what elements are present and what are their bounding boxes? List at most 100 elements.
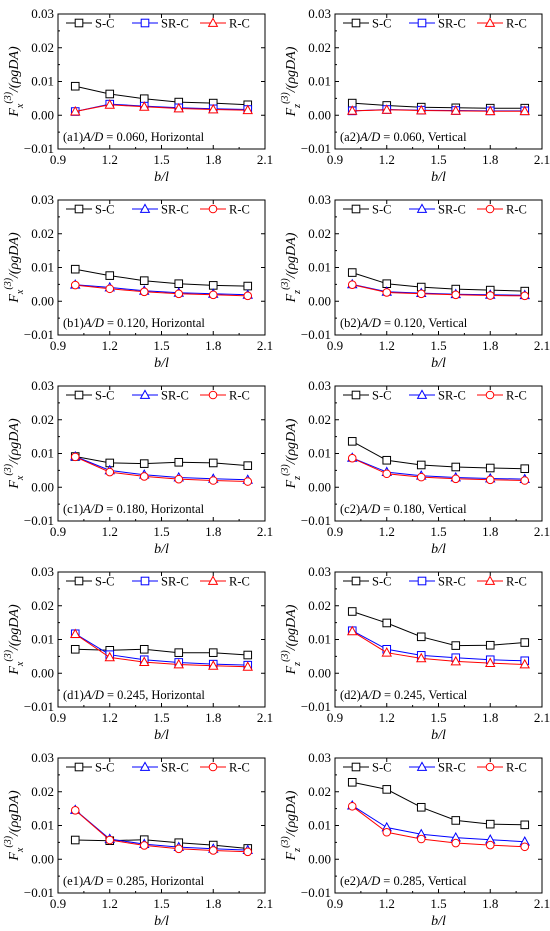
panel-caption: (c1)A/D = 0.180, Horizontal	[63, 502, 205, 516]
legend-marker-S-C	[74, 576, 84, 586]
data-point-R-C	[381, 104, 392, 114]
caption-id: (b1)	[63, 316, 84, 330]
y-axis-label: Fx(3)/(ρgDA)	[3, 232, 26, 304]
x-tick-label: 1.5	[430, 896, 446, 911]
data-point-R-C	[416, 104, 427, 115]
data-point-R-C	[208, 846, 218, 855]
data-point-R-C	[347, 280, 357, 290]
data-point-R-C	[104, 99, 115, 109]
x-axis-label: b/l	[154, 542, 169, 557]
y-label-tail: /(ρgDA)	[7, 232, 22, 279]
legend-label-SR-C: SR-C	[438, 389, 466, 403]
legend-label-R-C: R-C	[229, 17, 250, 31]
y-tick-label: 0.01	[308, 260, 331, 275]
data-point-R-C	[70, 452, 80, 462]
x-tick-label: 1.5	[430, 524, 446, 539]
caption-direction: Horizontal	[151, 130, 205, 144]
caption-direction: Horizontal	[151, 688, 205, 702]
chart-panel-b1: −0.01 0.00 0.01 0.02 0.03 0.9 1.2 1.5 1.8 2.1 b/l F…	[3, 192, 273, 371]
caption-ratio-label: A/D	[82, 502, 103, 516]
plot-frame	[57, 757, 266, 894]
data-point-S-C	[382, 618, 392, 628]
y-axis-label: Fz(3)/(ρgDA)	[280, 790, 303, 861]
y-label-main: F	[7, 294, 22, 304]
x-tick-label: 1.8	[205, 524, 221, 539]
caption-ratio-label: A/D	[360, 316, 381, 330]
y-tick-label: 0.00	[308, 851, 331, 866]
caption-ratio-label: A/D	[82, 874, 103, 888]
x-tick-label: 2.1	[257, 710, 273, 725]
y-label-tail: /(ρgDA)	[284, 232, 299, 279]
legend-marker-SR-C	[416, 761, 428, 771]
x-axis-label: b/l	[431, 542, 446, 557]
data-point-S-C	[70, 835, 80, 845]
caption-ratio-value: = 0.180,	[106, 502, 147, 516]
y-axis-label: Fz(3)/(ρgDA)	[280, 46, 303, 117]
data-point-R-C	[519, 658, 530, 669]
x-tick-label: 1.5	[430, 710, 446, 725]
y-label-component: z	[292, 848, 303, 853]
plot-frame	[57, 385, 266, 522]
y-tick-label: −0.01	[24, 141, 54, 156]
series-line-S-C	[75, 456, 248, 467]
legend-marker-S-C	[74, 204, 84, 214]
data-point-R-C	[70, 105, 81, 116]
y-tick-label: −0.01	[24, 327, 54, 342]
x-tick-label: 2.1	[534, 152, 550, 167]
data-point-R-C	[347, 453, 357, 463]
x-tick-label: 1.8	[482, 710, 498, 725]
data-point-R-C	[208, 103, 219, 114]
caption-ratio-value: = 0.285,	[383, 874, 424, 888]
series-line-SR-C	[352, 457, 525, 480]
y-label-tail: /(ρgDA)	[7, 604, 22, 651]
data-point-R-C	[208, 660, 219, 670]
x-tick-label: 2.1	[257, 896, 273, 911]
y-tick-label: 0.00	[31, 851, 54, 866]
legend-label-S-C: S-C	[372, 575, 391, 589]
series-line-R-C	[352, 109, 525, 112]
plot-frame	[57, 13, 266, 150]
data-point-S-C	[105, 89, 115, 99]
legend-marker-SR-C	[416, 389, 428, 399]
legend-marker-SR-C	[140, 576, 150, 586]
data-point-S-C	[347, 268, 357, 277]
data-point-S-C	[174, 457, 184, 467]
y-axis-label: Fx(3)/(ρgDA)	[3, 790, 26, 862]
legend-marker-R-C	[208, 762, 218, 772]
data-point-R-C	[382, 469, 392, 479]
chart-panel-a2: −0.01 0.00 0.01 0.02 0.03 0.9 1.2 1.5 1.8 2.1 b/l F…	[280, 6, 550, 185]
data-point-S-C	[416, 460, 426, 470]
y-tick-label: 0.02	[308, 412, 331, 427]
panel-caption: (b1)A/D = 0.120, Horizontal	[63, 316, 205, 330]
series-line-SR-C	[352, 805, 525, 843]
caption-id: (c1)	[63, 502, 83, 516]
legend-marker-R-C	[485, 204, 495, 214]
caption-direction: Vertical	[428, 502, 467, 516]
legend-label-R-C: R-C	[506, 17, 527, 31]
legend-label-S-C: S-C	[95, 389, 114, 403]
chart-panel-c1: −0.01 0.00 0.01 0.02 0.03 0.9 1.2 1.5 1.8 2.1 b/l F…	[3, 378, 273, 557]
data-point-R-C	[347, 625, 358, 636]
caption-id: (a1)	[63, 130, 83, 144]
data-point-S-C	[520, 638, 530, 647]
y-tick-label: 0.03	[31, 192, 54, 207]
legend-marker-S-C	[74, 762, 84, 772]
y-tick-label: 0.03	[308, 378, 331, 393]
data-point-S-C	[347, 437, 357, 446]
legend-label-S-C: S-C	[372, 203, 391, 217]
caption-id: (d1)	[63, 688, 84, 702]
y-tick-label: 0.02	[31, 784, 54, 799]
caption-ratio-label: A/D	[83, 688, 104, 702]
y-label-tail: /(ρgDA)	[7, 790, 22, 837]
data-point-S-C	[139, 276, 149, 285]
y-axis-label: Fx(3)/(ρgDA)	[3, 604, 26, 676]
x-axis-label: b/l	[431, 170, 446, 185]
y-axis-label: Fz(3)/(ρgDA)	[280, 604, 303, 675]
y-label-component: x	[15, 103, 26, 109]
series-line-R-C	[74, 809, 248, 853]
y-label-main: F	[7, 852, 22, 862]
y-label-main: F	[284, 479, 299, 489]
x-tick-label: 1.8	[482, 524, 498, 539]
y-tick-label: 0.03	[308, 564, 331, 579]
x-tick-label: 1.5	[430, 152, 446, 167]
